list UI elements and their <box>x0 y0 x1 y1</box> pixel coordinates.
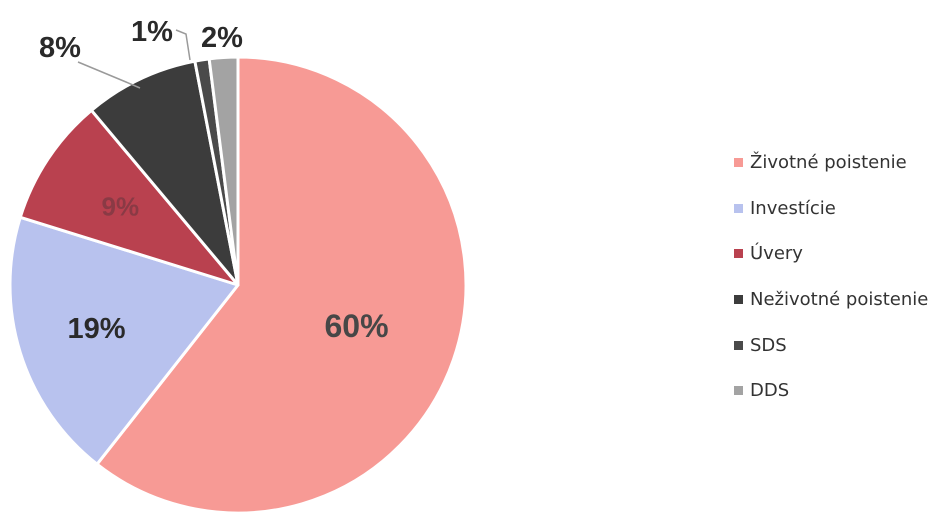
legend-swatch <box>734 203 743 213</box>
data-label-zivotne-poistenie: 60% <box>324 308 388 344</box>
pie-slice-zivotne-poistenie <box>95 55 468 513</box>
legend-item-investicie: Investície <box>734 186 928 232</box>
legend-label: Investície <box>750 197 836 219</box>
data-label-investicie: 19% <box>67 313 125 345</box>
legend-label: Životné poistenie <box>750 152 907 174</box>
pie-slice-investicie <box>8 215 240 466</box>
leader-line-sds <box>175 29 191 61</box>
legend-item-dds: DDS <box>734 368 928 414</box>
pie-slices <box>8 55 468 513</box>
legend-swatch <box>734 386 743 396</box>
legend-swatch <box>734 249 743 259</box>
data-label-sds: 1% <box>131 16 173 48</box>
legend-label: Úvery <box>750 243 803 265</box>
leader-lines <box>77 29 191 89</box>
legend-swatch <box>734 158 743 168</box>
data-label-uvery: 9% <box>102 192 140 222</box>
pie-slice-uvery <box>18 108 240 287</box>
data-label-dds: 2% <box>201 22 243 54</box>
legend-item-uvery: Úvery <box>734 231 928 277</box>
legend-swatch <box>734 340 743 350</box>
legend-item-nezivotne-poistenie: Neživotné poistenie <box>734 277 928 323</box>
data-labels: 60% 19% 9% 8% 1% 2% <box>39 16 388 345</box>
data-label-nezivotne-poistenie: 8% <box>39 32 81 64</box>
pie-slice-nezivotne-poistenie <box>89 59 240 287</box>
legend-label: Neživotné poistenie <box>750 289 929 311</box>
legend-item-sds: SDS <box>734 322 928 368</box>
leader-line-nezivotne-poistenie <box>77 61 141 89</box>
legend-item-zivotne-poistenie: Životné poistenie <box>734 140 928 186</box>
legend-label: DDS <box>750 380 790 402</box>
pie-slice-dds <box>207 55 240 287</box>
legend: Životné poistenie Investície Úvery Neživ… <box>734 140 928 414</box>
legend-label: SDS <box>750 334 787 356</box>
legend-swatch <box>734 295 743 305</box>
